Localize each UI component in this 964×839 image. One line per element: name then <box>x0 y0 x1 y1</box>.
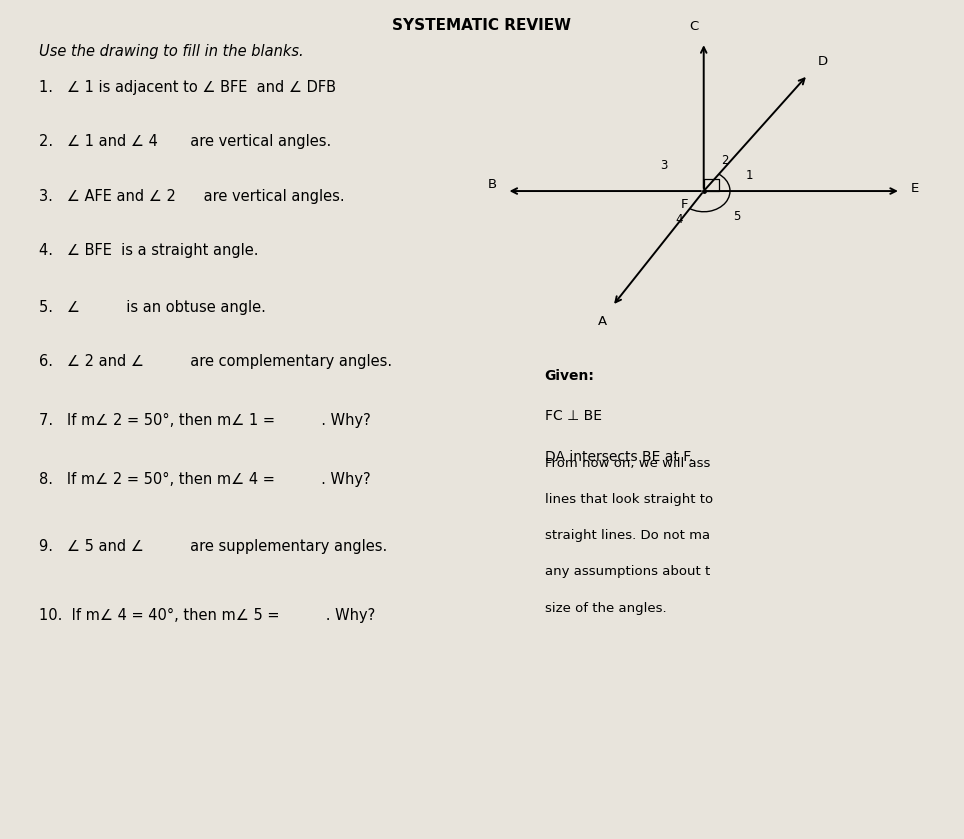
Text: 2.   ∠ 1 and ∠ 4       are vertical angles.: 2. ∠ 1 and ∠ 4 are vertical angles. <box>39 134 331 149</box>
Text: straight lines. Do not ma: straight lines. Do not ma <box>545 529 710 542</box>
Text: DA intersects BE at F.: DA intersects BE at F. <box>545 450 693 464</box>
Text: SYSTEMATIC REVIEW: SYSTEMATIC REVIEW <box>392 18 572 34</box>
Text: 5.   ∠          is an obtuse angle.: 5. ∠ is an obtuse angle. <box>39 300 265 315</box>
Text: B: B <box>488 178 496 191</box>
Text: 3.   ∠ AFE and ∠ 2      are vertical angles.: 3. ∠ AFE and ∠ 2 are vertical angles. <box>39 189 344 204</box>
Text: 3: 3 <box>660 159 668 172</box>
Text: 1.   ∠ 1 is adjacent to ∠ BFE  and ∠ DFB: 1. ∠ 1 is adjacent to ∠ BFE and ∠ DFB <box>39 80 335 95</box>
Text: A: A <box>598 315 607 328</box>
Text: 6.   ∠ 2 and ∠          are complementary angles.: 6. ∠ 2 and ∠ are complementary angles. <box>39 354 391 369</box>
Text: C: C <box>689 20 699 34</box>
Text: 4.   ∠ BFE  is a straight angle.: 4. ∠ BFE is a straight angle. <box>39 243 258 258</box>
Text: 5: 5 <box>733 211 740 223</box>
Text: 2: 2 <box>721 154 729 166</box>
Text: size of the angles.: size of the angles. <box>545 602 666 614</box>
Text: F: F <box>681 197 687 211</box>
Text: From now on, we will ass: From now on, we will ass <box>545 457 710 470</box>
Text: any assumptions about t: any assumptions about t <box>545 565 710 578</box>
Text: 1: 1 <box>746 169 754 182</box>
Text: D: D <box>817 55 828 68</box>
Text: 9.   ∠ 5 and ∠          are supplementary angles.: 9. ∠ 5 and ∠ are supplementary angles. <box>39 539 387 554</box>
Text: E: E <box>911 182 919 195</box>
Text: 7.   If m∠ 2 = 50°, then m∠ 1 =          . Why?: 7. If m∠ 2 = 50°, then m∠ 1 = . Why? <box>39 413 370 428</box>
Text: FC ⊥ BE: FC ⊥ BE <box>545 409 602 424</box>
Text: 10.  If m∠ 4 = 40°, then m∠ 5 =          . Why?: 10. If m∠ 4 = 40°, then m∠ 5 = . Why? <box>39 608 375 623</box>
Text: lines that look straight to: lines that look straight to <box>545 493 712 506</box>
Text: Use the drawing to fill in the blanks.: Use the drawing to fill in the blanks. <box>39 44 304 59</box>
Text: 4: 4 <box>676 213 683 226</box>
Text: Given:: Given: <box>545 369 595 383</box>
Text: 8.   If m∠ 2 = 50°, then m∠ 4 =          . Why?: 8. If m∠ 2 = 50°, then m∠ 4 = . Why? <box>39 472 370 487</box>
